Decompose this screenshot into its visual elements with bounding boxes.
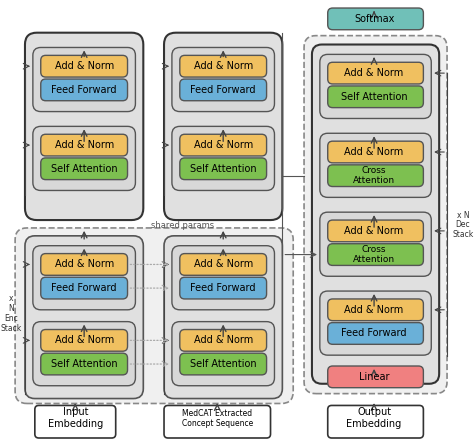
- Text: x: x: [9, 294, 13, 303]
- Text: Add & Norm: Add & Norm: [193, 61, 253, 71]
- Text: Dec: Dec: [456, 220, 470, 229]
- Text: Add & Norm: Add & Norm: [193, 336, 253, 345]
- FancyBboxPatch shape: [328, 323, 423, 345]
- FancyBboxPatch shape: [180, 134, 266, 156]
- Text: MedCAT Extracted
Concept Sequence: MedCAT Extracted Concept Sequence: [182, 409, 253, 428]
- FancyBboxPatch shape: [41, 134, 128, 156]
- Text: Self Attention: Self Attention: [190, 359, 256, 369]
- FancyBboxPatch shape: [33, 47, 136, 112]
- Text: Input
Embedding: Input Embedding: [48, 408, 103, 429]
- Text: Self Attention: Self Attention: [341, 92, 407, 102]
- Text: Add & Norm: Add & Norm: [193, 140, 253, 150]
- FancyBboxPatch shape: [25, 236, 143, 399]
- FancyBboxPatch shape: [320, 133, 431, 198]
- FancyBboxPatch shape: [172, 322, 274, 386]
- Text: Self Attention: Self Attention: [51, 359, 118, 369]
- FancyBboxPatch shape: [320, 291, 431, 355]
- Text: Enc: Enc: [4, 314, 18, 323]
- FancyBboxPatch shape: [41, 277, 128, 299]
- Text: Feed Forward: Feed Forward: [51, 85, 117, 95]
- FancyBboxPatch shape: [304, 36, 447, 394]
- Text: Stack: Stack: [452, 230, 474, 239]
- FancyBboxPatch shape: [180, 79, 266, 101]
- FancyBboxPatch shape: [180, 330, 266, 351]
- FancyBboxPatch shape: [180, 56, 266, 77]
- Text: Self Attention: Self Attention: [51, 164, 118, 174]
- FancyBboxPatch shape: [33, 246, 136, 310]
- FancyBboxPatch shape: [328, 165, 423, 186]
- FancyBboxPatch shape: [41, 56, 128, 77]
- Text: Feed Forward: Feed Forward: [341, 328, 407, 338]
- FancyBboxPatch shape: [35, 405, 116, 438]
- Text: Add & Norm: Add & Norm: [55, 259, 114, 269]
- Text: Self Attention: Self Attention: [190, 164, 256, 174]
- FancyBboxPatch shape: [15, 228, 293, 404]
- FancyBboxPatch shape: [172, 246, 274, 310]
- FancyBboxPatch shape: [328, 405, 423, 438]
- FancyBboxPatch shape: [180, 353, 266, 375]
- FancyBboxPatch shape: [320, 54, 431, 118]
- Text: Linear: Linear: [359, 372, 389, 382]
- FancyBboxPatch shape: [41, 353, 128, 375]
- FancyBboxPatch shape: [328, 86, 423, 108]
- FancyBboxPatch shape: [41, 158, 128, 180]
- Text: Add & Norm: Add & Norm: [345, 305, 404, 315]
- Text: Add & Norm: Add & Norm: [55, 61, 114, 71]
- Text: N: N: [8, 304, 14, 313]
- Text: Feed Forward: Feed Forward: [191, 85, 256, 95]
- FancyBboxPatch shape: [164, 405, 271, 438]
- FancyBboxPatch shape: [328, 141, 423, 163]
- FancyBboxPatch shape: [328, 299, 423, 321]
- FancyBboxPatch shape: [328, 62, 423, 84]
- FancyBboxPatch shape: [328, 220, 423, 242]
- Text: Softmax: Softmax: [354, 14, 394, 24]
- FancyBboxPatch shape: [164, 33, 283, 220]
- FancyBboxPatch shape: [33, 322, 136, 386]
- FancyBboxPatch shape: [328, 244, 423, 265]
- FancyBboxPatch shape: [33, 126, 136, 190]
- Text: Add & Norm: Add & Norm: [55, 140, 114, 150]
- FancyBboxPatch shape: [25, 33, 143, 220]
- Text: Add & Norm: Add & Norm: [55, 336, 114, 345]
- Text: Add & Norm: Add & Norm: [345, 147, 404, 157]
- FancyBboxPatch shape: [180, 277, 266, 299]
- FancyBboxPatch shape: [172, 126, 274, 190]
- FancyBboxPatch shape: [172, 47, 274, 112]
- Text: x N: x N: [456, 211, 469, 220]
- FancyBboxPatch shape: [328, 366, 423, 388]
- FancyBboxPatch shape: [320, 212, 431, 276]
- FancyBboxPatch shape: [41, 79, 128, 101]
- Text: Add & Norm: Add & Norm: [345, 68, 404, 78]
- FancyBboxPatch shape: [164, 236, 283, 399]
- Text: Add & Norm: Add & Norm: [193, 259, 253, 269]
- FancyBboxPatch shape: [312, 44, 439, 384]
- Text: Add & Norm: Add & Norm: [345, 226, 404, 236]
- FancyBboxPatch shape: [41, 254, 128, 275]
- FancyBboxPatch shape: [41, 330, 128, 351]
- Text: Feed Forward: Feed Forward: [191, 283, 256, 293]
- FancyBboxPatch shape: [180, 254, 266, 275]
- Text: Cross
Attention: Cross Attention: [353, 166, 395, 185]
- Text: Cross
Attention: Cross Attention: [353, 245, 395, 264]
- Text: Feed Forward: Feed Forward: [51, 283, 117, 293]
- Text: Output
Embedding: Output Embedding: [346, 408, 401, 429]
- Text: Stack: Stack: [0, 324, 22, 333]
- FancyBboxPatch shape: [328, 8, 423, 30]
- Text: shared params: shared params: [151, 221, 214, 230]
- FancyBboxPatch shape: [180, 158, 266, 180]
